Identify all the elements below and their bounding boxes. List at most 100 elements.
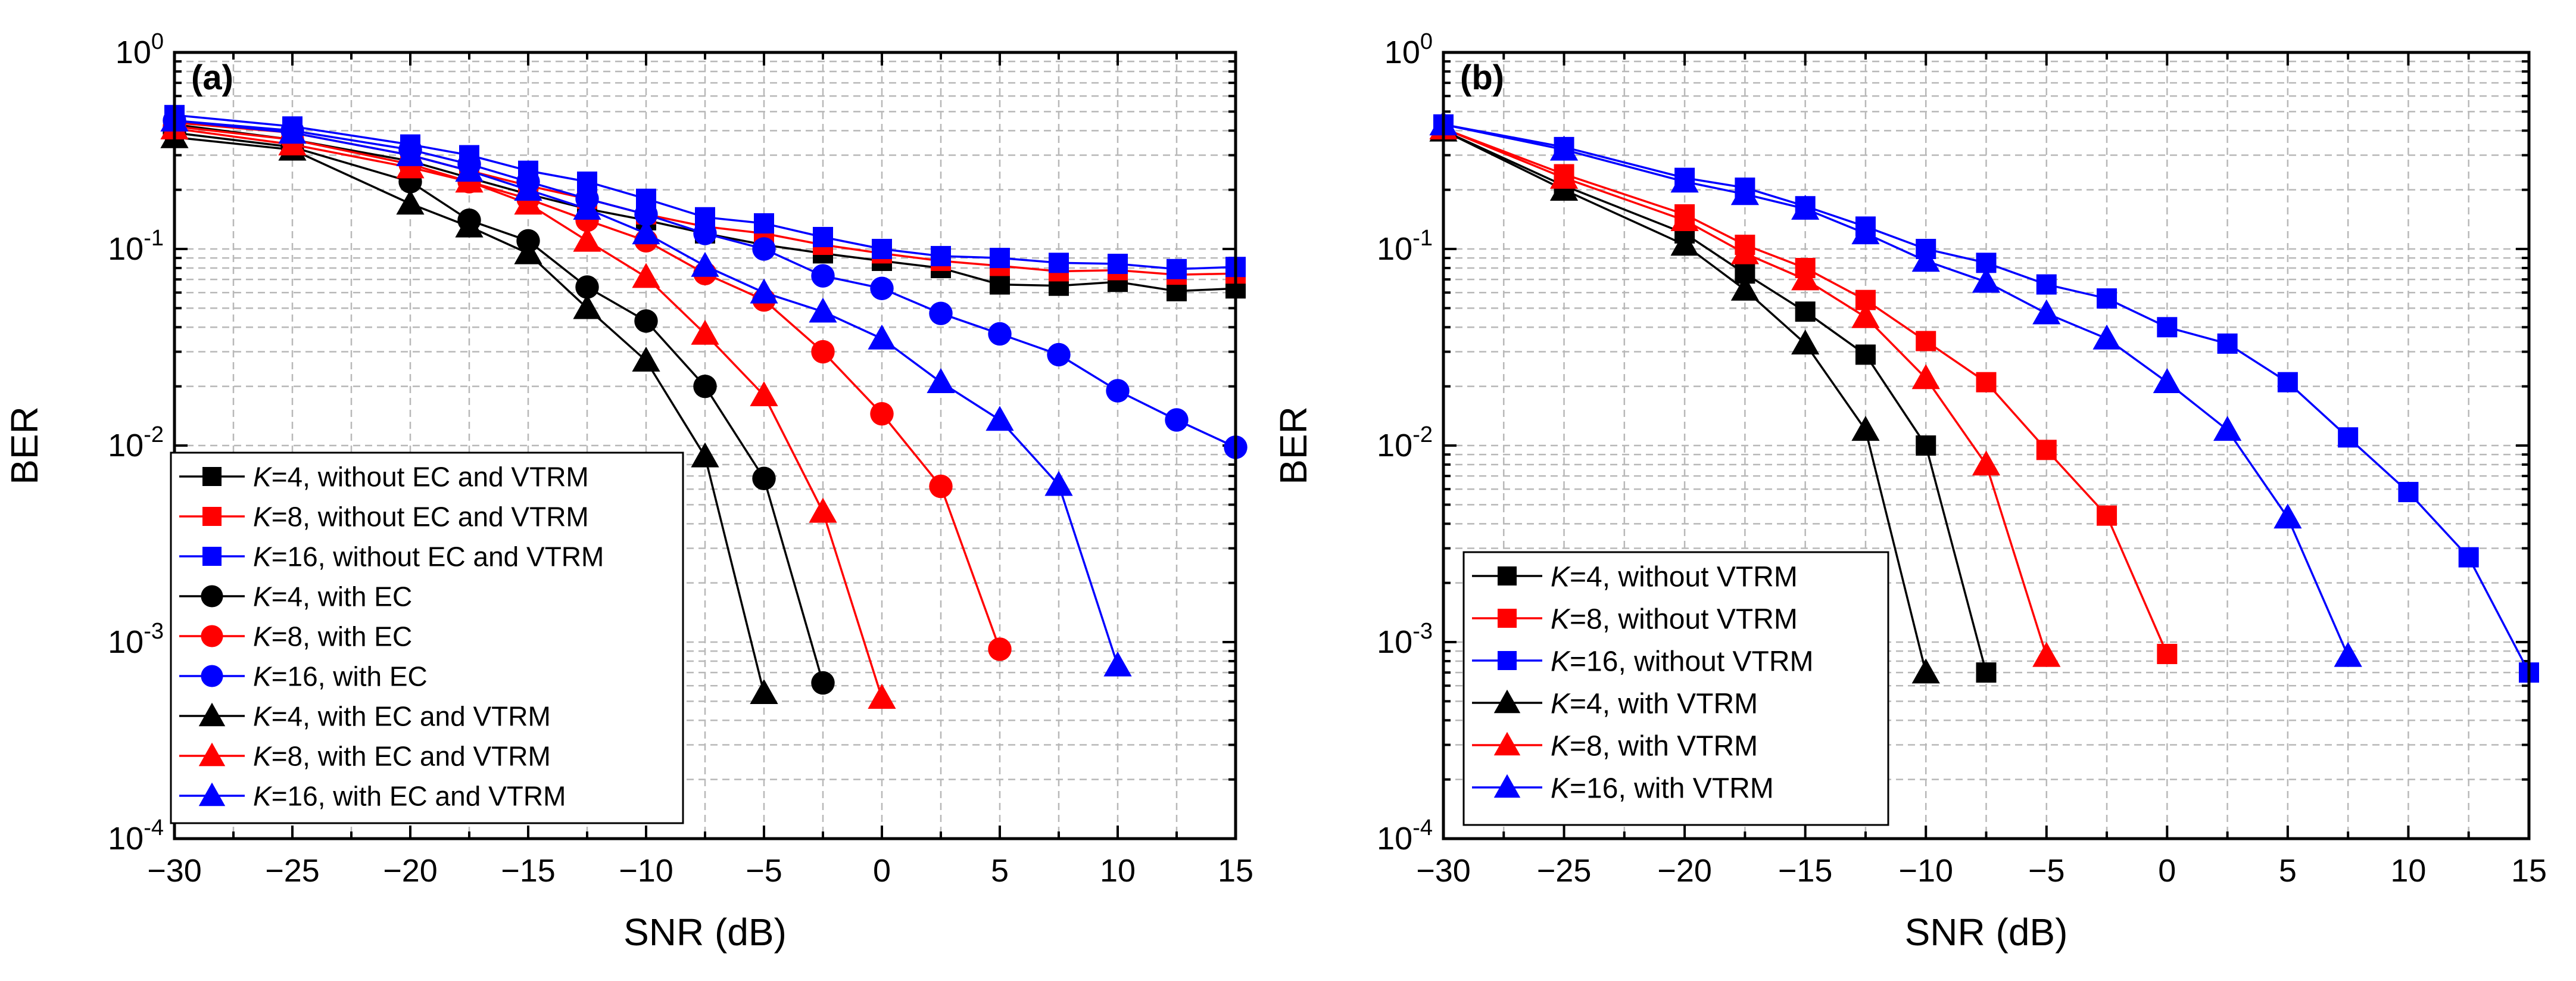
legend-label: K=4, with VTRM: [1551, 688, 1758, 720]
data-point: [2213, 416, 2242, 441]
x-tick-label: 10: [2390, 853, 2426, 889]
y-tick-label: 10-1: [108, 226, 164, 267]
chart-panel-b: −30 −25 −20 −15 −10 −5 0 5 10 1510010-110-210-310…: [1272, 29, 2547, 954]
data-point: [750, 381, 778, 407]
legend-marker: [198, 702, 226, 727]
data-point: [1049, 253, 1069, 273]
data-point: [750, 679, 778, 704]
legend-marker: [202, 507, 222, 526]
data-point: [2334, 641, 2362, 667]
data-point: [1851, 219, 1880, 245]
y-tick-exponent: -4: [144, 815, 164, 840]
data-point: [691, 251, 719, 277]
x-tick-label: 5: [2279, 853, 2297, 889]
data-point: [1670, 231, 1699, 256]
y-tick-exponent: -3: [1412, 619, 1433, 644]
legend-marker: [198, 782, 226, 806]
data-point: [750, 278, 778, 304]
data-point: [632, 219, 660, 245]
series-group: [1429, 110, 2539, 684]
data-point: [1972, 450, 2001, 476]
legend-label: K=16, with EC and VTRM: [253, 781, 566, 812]
x-tick-label: −20: [383, 853, 438, 889]
data-point: [1730, 239, 1759, 264]
x-tick-label: −20: [1657, 853, 1712, 889]
y-tick-exponent: -4: [1412, 815, 1433, 840]
data-point: [573, 195, 601, 220]
legend-marker: [1493, 774, 1521, 798]
y-tick-exponent: 0: [1420, 29, 1433, 54]
legend-label-k: K: [1551, 730, 1571, 762]
data-point: [1549, 164, 1579, 189]
data-point: [1165, 408, 1189, 432]
data-point: [1791, 195, 1820, 220]
x-tick-label: −30: [1416, 853, 1471, 889]
legend-label: K=4, without VTRM: [1551, 561, 1798, 593]
legend-label-k: K: [253, 541, 273, 572]
legend-marker: [201, 585, 223, 608]
legend-label-rest: =8, with EC and VTRM: [272, 741, 551, 772]
legend-label-k: K: [1551, 688, 1571, 720]
legend-label: K=16, without EC and VTRM: [253, 541, 604, 572]
y-tick-label: 10-4: [1377, 815, 1433, 857]
data-point: [632, 347, 660, 372]
data-point: [396, 189, 425, 215]
y-tick-label: 10-2: [108, 422, 164, 463]
data-point: [1670, 206, 1699, 232]
data-point: [811, 264, 835, 288]
grid: [174, 52, 1236, 839]
legend-entry: K=4, without EC and VTRM: [179, 462, 589, 493]
legend-entry: K=16, without EC and VTRM: [179, 541, 604, 572]
y-tick-exponent: -3: [144, 619, 164, 644]
data-point: [693, 374, 717, 398]
legend-label-rest: =16, without EC and VTRM: [272, 541, 604, 572]
legend-label-k: K: [1551, 561, 1571, 593]
chart-panel-a: −30 −25 −20 −15 −10 −5 0 5 10 1510010-110-210-310…: [3, 29, 1253, 954]
y-tick-base: 10: [116, 35, 151, 70]
y-tick-base: 10: [108, 231, 144, 267]
data-point: [2458, 547, 2479, 568]
legend-marker: [1493, 689, 1521, 714]
legend-marker: [201, 665, 223, 687]
legend-label: K=16, with EC: [253, 661, 428, 692]
legend-label: K=8, without VTRM: [1551, 603, 1798, 635]
x-tick-label: 0: [873, 853, 891, 889]
legend-marker: [202, 547, 222, 566]
x-tick-label: −5: [2028, 853, 2065, 889]
data-point: [1047, 342, 1071, 367]
data-point: [1976, 662, 1997, 683]
legend-marker: [1498, 651, 1517, 670]
legend-label-k: K: [253, 741, 273, 772]
x-tick-label: −30: [147, 853, 202, 889]
series-line: [1443, 123, 2349, 656]
legend-box: [170, 451, 684, 824]
panel-label: (a): [191, 58, 233, 97]
data-point: [1976, 372, 1997, 393]
data-point: [1549, 135, 1579, 161]
y-tick-exponent: -1: [144, 226, 164, 251]
data-point: [986, 406, 1014, 431]
legend-label-rest: =8, with VTRM: [1570, 730, 1758, 762]
data-point: [1911, 364, 1940, 390]
data-point: [811, 340, 835, 364]
data-point: [990, 274, 1010, 295]
data-point: [1911, 658, 1940, 684]
y-tick-label: 10-3: [108, 619, 164, 660]
data-point: [2036, 440, 2057, 460]
x-tick-label: −10: [619, 853, 673, 889]
legend-entry: K=16, with EC and VTRM: [179, 781, 566, 812]
y-tick-exponent: -2: [144, 422, 164, 447]
legend-entry: K=8, without EC and VTRM: [179, 502, 589, 532]
x-axis-title: SNR (dB): [623, 911, 787, 954]
y-axis-title: BER: [3, 406, 46, 485]
y-tick-label: 100: [116, 29, 164, 70]
legend-label-k: K: [253, 781, 273, 812]
series-line: [174, 132, 824, 683]
y-tick-base: 10: [1377, 821, 1412, 857]
legend-label: K=16, with VTRM: [1551, 773, 1774, 804]
x-tick-label: 5: [991, 853, 1009, 889]
legend: K=4, without EC and VTRM K=8, without EC …: [170, 451, 684, 824]
legend-label-rest: =4, with VTRM: [1570, 688, 1758, 720]
data-point: [278, 119, 307, 144]
